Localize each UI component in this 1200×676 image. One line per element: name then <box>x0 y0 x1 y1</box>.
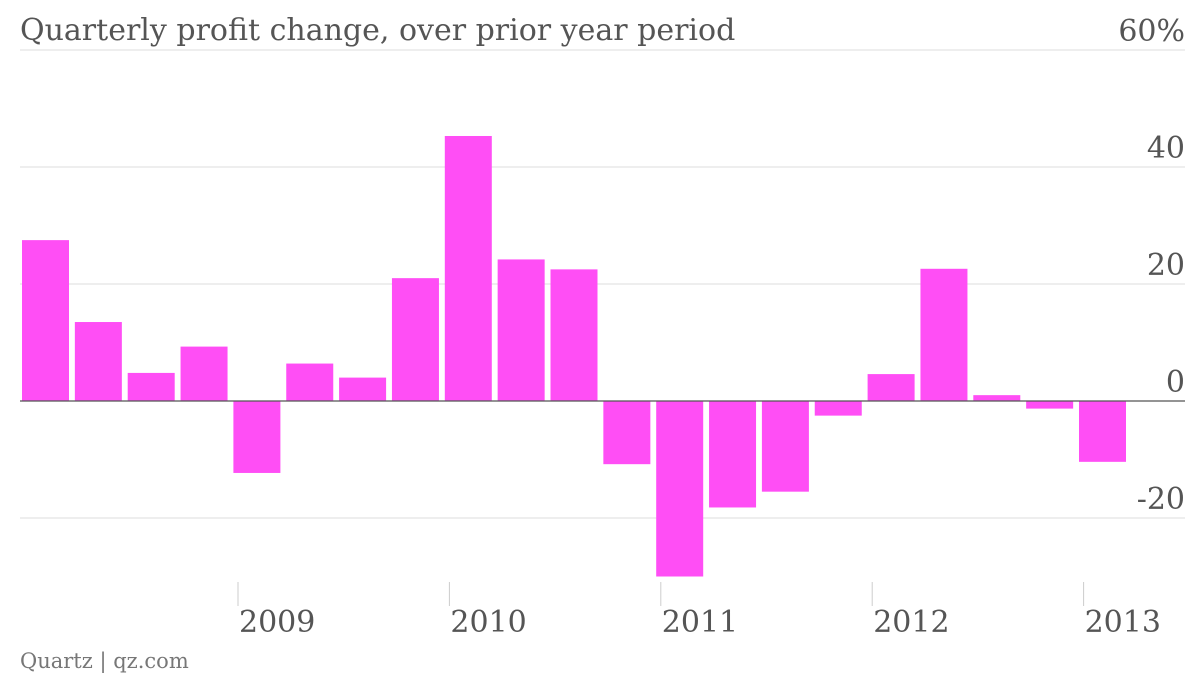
y-tick-label: 60% <box>1118 14 1185 49</box>
bar <box>973 395 1021 401</box>
bar <box>444 135 492 401</box>
y-tick-label: -20 <box>1137 482 1185 517</box>
bar <box>1026 401 1074 409</box>
chart-source: Quartz | qz.com <box>20 649 189 674</box>
y-tick-label: 40 <box>1147 131 1185 166</box>
bar <box>1079 401 1126 462</box>
chart-title: Quarterly profit change, over prior year… <box>20 13 735 48</box>
bar <box>127 372 175 401</box>
bar <box>761 401 809 492</box>
bar <box>603 401 651 465</box>
x-tick-label: 2010 <box>450 605 526 640</box>
y-tick-label: 20 <box>1147 248 1185 283</box>
bar <box>339 377 387 401</box>
bar <box>550 269 598 401</box>
x-tick-label: 2009 <box>239 605 315 640</box>
y-tick-label: 0 <box>1166 365 1185 400</box>
x-tick-label: 2011 <box>662 605 738 640</box>
bar <box>22 240 69 401</box>
bar <box>233 401 281 473</box>
bar <box>920 268 968 401</box>
bar <box>74 322 122 401</box>
bar <box>867 374 915 401</box>
grid-lines <box>20 49 1185 519</box>
bar <box>814 401 862 416</box>
x-axis-ticks: 2009 2010 2011 2012 2013 <box>237 582 1161 640</box>
x-tick-label: 2012 <box>873 605 949 640</box>
y-axis-tick-labels: 60% 40 20 0 -20 <box>1118 14 1185 517</box>
x-tick-label: 2013 <box>1085 605 1161 640</box>
bar <box>497 259 545 401</box>
bar <box>391 278 439 401</box>
bar <box>709 401 757 508</box>
bar <box>656 401 704 577</box>
bars <box>22 135 1126 577</box>
bar <box>180 346 228 401</box>
bar <box>286 363 334 401</box>
